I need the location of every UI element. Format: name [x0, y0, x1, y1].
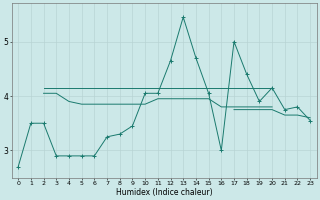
X-axis label: Humidex (Indice chaleur): Humidex (Indice chaleur)	[116, 188, 212, 197]
